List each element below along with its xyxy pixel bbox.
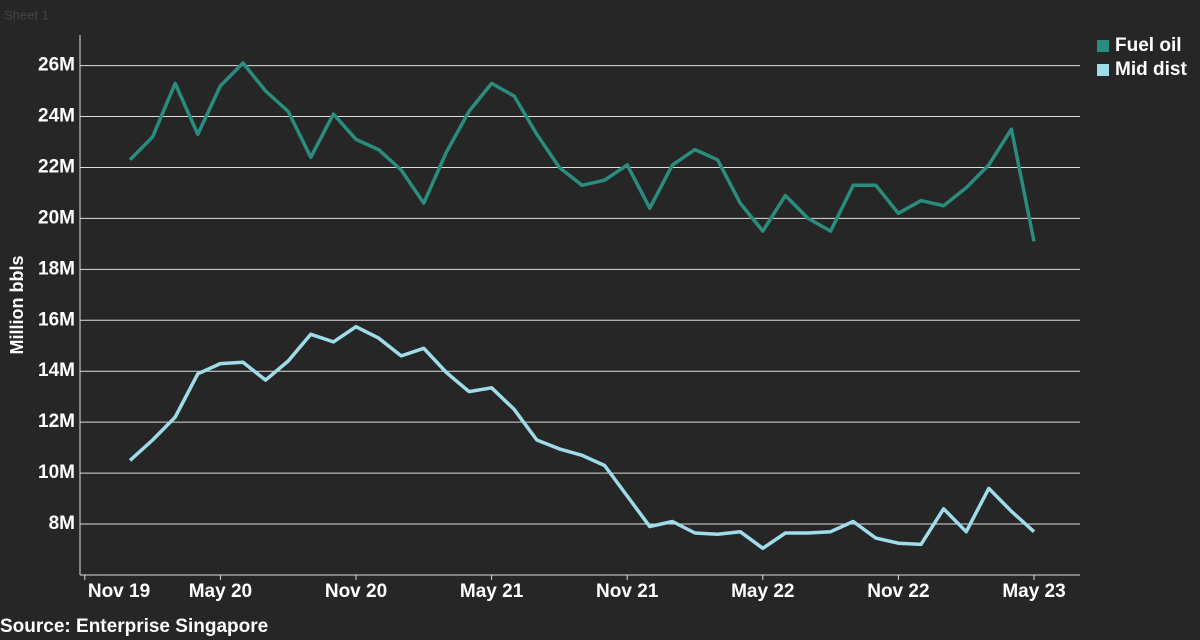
y-tick-label: 14M (38, 360, 75, 381)
y-tick-label: 22M (38, 156, 75, 177)
y-tick-label: 26M (38, 55, 75, 76)
y-tick-label: 16M (38, 309, 75, 330)
x-tick-label: May 20 (189, 581, 252, 602)
y-tick-label: 18M (38, 258, 75, 279)
y-tick-label: 8M (49, 513, 75, 534)
legend-label: Fuel oil (1115, 35, 1182, 56)
x-tick-label: Nov 21 (596, 581, 659, 602)
y-tick-label: 12M (38, 411, 75, 432)
x-tick-label: May 21 (460, 581, 524, 602)
y-tick-label: 24M (38, 106, 75, 127)
source: Source: Enterprise Singapore (0, 616, 268, 637)
x-tick-label: Nov 22 (867, 581, 929, 602)
legend-swatch (1097, 64, 1109, 76)
y-tick-label: 10M (38, 462, 75, 483)
series-line (128, 61, 1036, 242)
y-axis-label: Million bbls (7, 256, 27, 355)
legend-swatch (1097, 40, 1109, 52)
x-tick-label: Nov 19 (88, 581, 150, 602)
legend-label: Mid dist (1115, 59, 1187, 80)
x-tick-label: May 22 (731, 581, 794, 602)
x-tick-label: Nov 20 (325, 581, 387, 602)
y-tick-label: 20M (38, 207, 75, 228)
series-line (128, 324, 1036, 551)
x-tick-label: May 23 (1002, 581, 1065, 602)
watermark: Sheet 1 (4, 7, 49, 22)
